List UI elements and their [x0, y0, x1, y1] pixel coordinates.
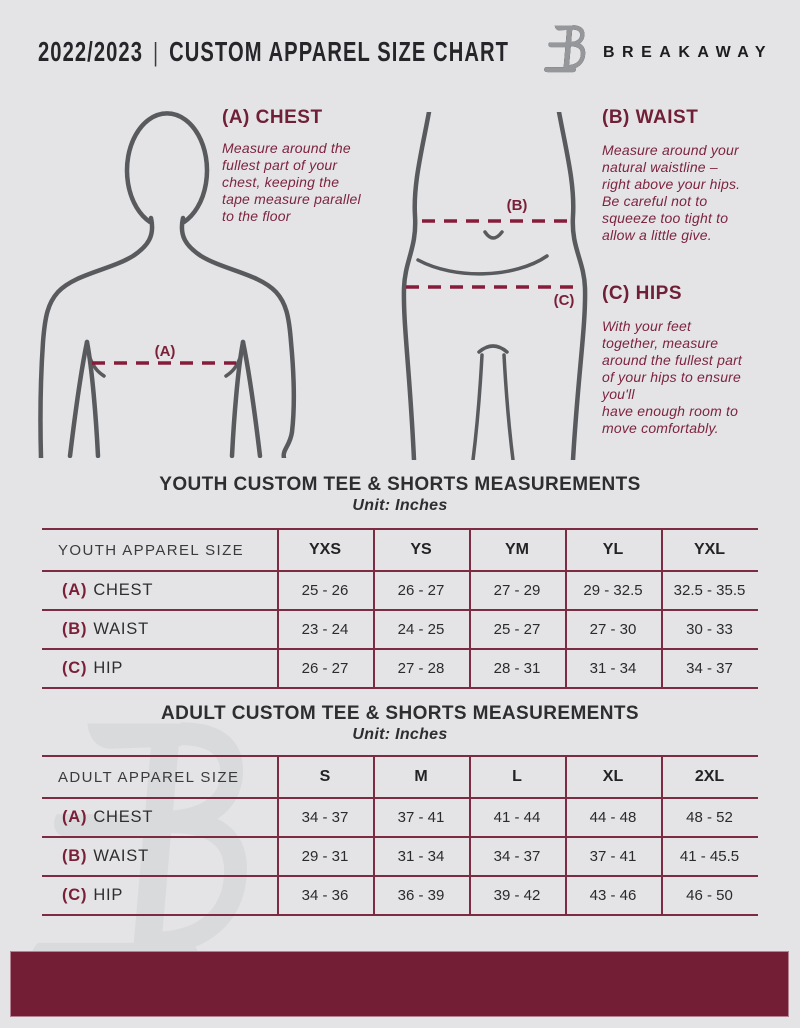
table-cell: 28 - 31 — [469, 650, 565, 689]
waist-instructions: Measure around your natural waistline – … — [602, 142, 741, 244]
table-cell: 34 - 36 — [277, 877, 373, 916]
row-label-text: HIP — [93, 659, 124, 677]
youth-section-title: YOUTH CUSTOM TEE & SHORTS MEASUREMENTS — [159, 474, 641, 495]
table-cell: 48 - 52 — [661, 799, 758, 838]
table-cell: 34 - 37 — [661, 650, 758, 689]
brand-name: BREAKAWAY — [603, 44, 774, 61]
table-divider — [661, 530, 663, 689]
row-header: (C) HIP — [42, 650, 277, 689]
table-cell: 41 - 45.5 — [661, 838, 758, 877]
row-header: (C) HIP — [42, 877, 277, 916]
column-header: L — [469, 757, 565, 799]
table-cell: 32.5 - 35.5 — [661, 572, 758, 611]
table-divider — [469, 530, 471, 689]
table-divider — [277, 757, 279, 916]
table-cell: 41 - 44 — [469, 799, 565, 838]
table-cell: 24 - 25 — [373, 611, 469, 650]
row-marker: (B) — [62, 847, 88, 865]
table-cell: 23 - 24 — [277, 611, 373, 650]
table-divider — [661, 757, 663, 916]
row-header: (A) CHEST — [42, 572, 277, 611]
adult-section-title: ADULT CUSTOM TEE & SHORTS MEASUREMENTS — [161, 703, 639, 724]
table-cell: 39 - 42 — [469, 877, 565, 916]
chest-marker-label: (A) — [154, 343, 176, 360]
adult-unit-label: Unit: Inches — [352, 726, 448, 743]
hips-instructions: With your feet together, measure around … — [602, 318, 743, 437]
row-label-text: CHEST — [93, 808, 154, 826]
row-label-text: WAIST — [93, 620, 149, 638]
table-cell: 34 - 37 — [469, 838, 565, 877]
row-marker: (C) — [62, 659, 88, 677]
row-marker: (B) — [62, 620, 88, 638]
title-text: CUSTOM APPAREL SIZE CHART — [169, 36, 510, 67]
youth-unit-label: Unit: Inches — [352, 497, 448, 514]
breakaway-logo-icon — [543, 24, 587, 74]
table-divider — [373, 757, 375, 916]
waist-marker-label: (B) — [506, 197, 528, 214]
column-header: YM — [469, 530, 565, 572]
torso-chest-figure — [38, 111, 297, 458]
column-header: YXS — [277, 530, 373, 572]
row-marker: (A) — [62, 581, 88, 599]
row-header: (B) WAIST — [42, 611, 277, 650]
row-label-text: HIP — [93, 886, 124, 904]
row-header: (A) CHEST — [42, 799, 277, 838]
table-cell: 26 - 27 — [373, 572, 469, 611]
table-cell: 27 - 29 — [469, 572, 565, 611]
table-cell: 27 - 28 — [373, 650, 469, 689]
column-header: ADULT APPAREL SIZE — [42, 757, 277, 799]
chest-heading: (A) CHEST — [222, 107, 323, 128]
waist-heading: (B) WAIST — [602, 107, 699, 128]
table-divider — [565, 757, 567, 916]
page-title: 2022/2023 | CUSTOM APPAREL SIZE CHART — [38, 36, 509, 68]
table-cell: 27 - 30 — [565, 611, 661, 650]
column-header: YXL — [661, 530, 758, 572]
waist-hips-figure — [401, 112, 588, 460]
table-divider — [373, 530, 375, 689]
table-cell: 44 - 48 — [565, 799, 661, 838]
table-cell: 34 - 37 — [277, 799, 373, 838]
table-divider — [565, 530, 567, 689]
table-cell: 29 - 32.5 — [565, 572, 661, 611]
table-divider — [277, 530, 279, 689]
column-header: YS — [373, 530, 469, 572]
hips-marker-label: (C) — [553, 292, 575, 309]
table-cell: 31 - 34 — [373, 838, 469, 877]
table-cell: 43 - 46 — [565, 877, 661, 916]
column-header: YL — [565, 530, 661, 572]
row-header: (B) WAIST — [42, 838, 277, 877]
youth-size-table: YOUTH APPAREL SIZE YXS YS YM YL YXL (A) … — [42, 528, 758, 689]
row-label-text: CHEST — [93, 581, 154, 599]
table-cell: 26 - 27 — [277, 650, 373, 689]
adult-size-table: ADULT APPAREL SIZE S M L XL 2XL (A) CHES… — [42, 755, 758, 916]
table-cell: 37 - 41 — [373, 799, 469, 838]
row-marker: (A) — [62, 808, 88, 826]
footer-bar — [10, 951, 789, 1017]
table-cell: 31 - 34 — [565, 650, 661, 689]
column-header: YOUTH APPAREL SIZE — [42, 530, 277, 572]
table-cell: 25 - 27 — [469, 611, 565, 650]
column-header: S — [277, 757, 373, 799]
title-year: 2022/2023 — [38, 36, 144, 67]
hips-heading: (C) HIPS — [602, 283, 682, 304]
column-header: 2XL — [661, 757, 758, 799]
table-cell: 36 - 39 — [373, 877, 469, 916]
table-cell: 29 - 31 — [277, 838, 373, 877]
title-divider: | — [153, 36, 160, 67]
column-header: XL — [565, 757, 661, 799]
table-divider — [469, 757, 471, 916]
column-header: M — [373, 757, 469, 799]
table-cell: 37 - 41 — [565, 838, 661, 877]
row-marker: (C) — [62, 886, 88, 904]
table-cell: 46 - 50 — [661, 877, 758, 916]
row-label-text: WAIST — [93, 847, 149, 865]
table-cell: 25 - 26 — [277, 572, 373, 611]
table-cell: 30 - 33 — [661, 611, 758, 650]
chest-instructions: Measure around the fullest part of your … — [222, 140, 361, 225]
